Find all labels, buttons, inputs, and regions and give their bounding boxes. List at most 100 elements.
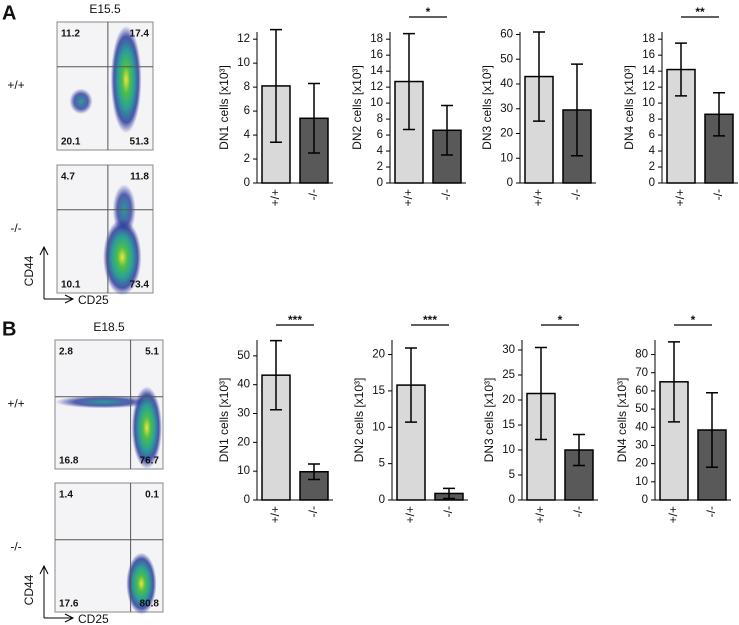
y-axis-title: DN2 cells [x10³] [350, 65, 364, 150]
y-tick-label: 10 [502, 444, 515, 456]
y-tick-label: 20 [635, 458, 648, 470]
bar [564, 449, 594, 501]
y-tick-label: 0 [244, 494, 250, 506]
y-tick-label: 70 [635, 367, 648, 379]
y-tick-label: 40 [635, 421, 648, 433]
y-tick-label: 12 [642, 81, 655, 93]
error-bar [573, 433, 585, 467]
quadrant-value: 11.2 [61, 29, 80, 40]
quadrant-value: 51.3 [130, 137, 150, 148]
x-axis-label: CD25 [78, 293, 109, 307]
genotype-label: +/+ [7, 397, 24, 411]
y-tick-label: 60 [635, 385, 648, 397]
error-bar [706, 391, 718, 469]
y-tick-label: 50 [237, 350, 250, 362]
y-tick-label: 15 [372, 385, 385, 397]
y-tick-label: 10 [500, 152, 513, 164]
y-tick-label: 5 [379, 458, 385, 470]
y-tick-label: 20 [372, 349, 385, 361]
x-tick-label: -/- [439, 189, 453, 200]
cell-density [103, 218, 142, 296]
quadrant-value: 2.8 [59, 347, 73, 358]
quadrant-value: 76.7 [140, 456, 160, 467]
genotype-label: -/- [10, 221, 21, 235]
y-tick-label: 50 [635, 403, 648, 415]
y-tick-label: 8 [244, 81, 250, 93]
y-tick-label: 20 [502, 394, 515, 406]
y-axis-title: DN3 cells [x10³] [482, 378, 496, 463]
panel-label: B [2, 318, 16, 340]
quadrant-value: 80.8 [140, 599, 160, 610]
x-tick-label: -/- [306, 189, 320, 200]
y-tick-label: 16 [370, 49, 383, 61]
y-tick-label: 2 [377, 161, 383, 173]
y-axis-title: DN4 cells [x10³] [622, 65, 636, 150]
stage-label: E15.5 [89, 2, 121, 16]
y-tick-label: 0 [642, 494, 648, 506]
y-axis-title: DN1 cells [x10³] [217, 65, 231, 150]
y-tick-label: 4 [377, 145, 384, 157]
significance-label: *** [288, 313, 302, 327]
y-axis-label: CD44 [22, 574, 36, 605]
y-tick-label: 6 [244, 105, 250, 117]
y-tick-label: 8 [649, 113, 655, 125]
significance-label: *** [423, 313, 437, 327]
quadrant-value: 17.4 [130, 29, 150, 40]
y-tick-label: 14 [642, 65, 655, 77]
axis-arrow [39, 245, 75, 304]
error-bar [713, 91, 725, 137]
significance-label: * [558, 313, 563, 327]
cell-density [110, 25, 142, 134]
y-tick-label: 40 [237, 379, 250, 391]
y-tick-label: 20 [237, 436, 250, 448]
cell-density [55, 395, 153, 409]
x-tick-label: +/+ [533, 506, 547, 523]
y-tick-label: 18 [370, 33, 383, 45]
y-axis-title: DN1 cells [x10³] [217, 378, 231, 463]
y-tick-label: 2 [649, 161, 655, 173]
quadrant-value: 11.8 [130, 172, 149, 183]
error-bar [535, 346, 547, 441]
error-bar [308, 82, 320, 154]
quadrant-value: 10.1 [61, 280, 81, 291]
cell-density [126, 552, 157, 615]
y-tick-label: 4 [244, 129, 251, 141]
y-tick-label: 10 [237, 465, 250, 477]
y-tick-label: 0 [377, 177, 383, 189]
x-tick-label: +/+ [673, 189, 687, 206]
y-tick-label: 14 [370, 65, 383, 77]
y-tick-label: 10 [370, 97, 383, 109]
y-tick-label: 40 [500, 78, 513, 90]
x-tick-label: +/+ [403, 506, 417, 523]
y-tick-label: 8 [377, 113, 383, 125]
y-axis-label: CD44 [22, 255, 36, 286]
x-tick-label: +/+ [666, 506, 680, 523]
y-tick-label: 50 [500, 53, 513, 65]
significance-label: * [426, 5, 431, 19]
y-tick-label: 10 [642, 97, 655, 109]
y-tick-label: 12 [370, 81, 383, 93]
y-tick-label: 30 [502, 344, 515, 356]
quadrant-value: 20.1 [61, 137, 81, 148]
x-tick-label: -/- [441, 506, 455, 517]
quadrant-value: 17.6 [59, 599, 79, 610]
y-tick-label: 4 [649, 145, 656, 157]
quadrant-value: 0.1 [145, 490, 159, 501]
quadrant-value: 5.1 [145, 347, 159, 358]
y-tick-label: 2 [244, 153, 250, 165]
y-tick-label: 18 [642, 33, 655, 45]
stage-label: E18.5 [93, 320, 125, 334]
cell-density [69, 88, 93, 115]
x-axis-label: CD25 [78, 612, 109, 625]
y-tick-label: 10 [237, 57, 250, 69]
axis-arrow [39, 564, 75, 623]
x-tick-label: -/- [306, 506, 320, 517]
x-tick-label: -/- [569, 189, 583, 200]
y-tick-label: 15 [502, 419, 515, 431]
x-tick-label: +/+ [401, 189, 415, 206]
y-axis-title: DN4 cells [x10³] [615, 378, 629, 463]
panel-label: A [2, 2, 16, 24]
y-tick-label: 6 [377, 129, 383, 141]
y-tick-label: 10 [635, 476, 648, 488]
error-bar [675, 42, 687, 97]
